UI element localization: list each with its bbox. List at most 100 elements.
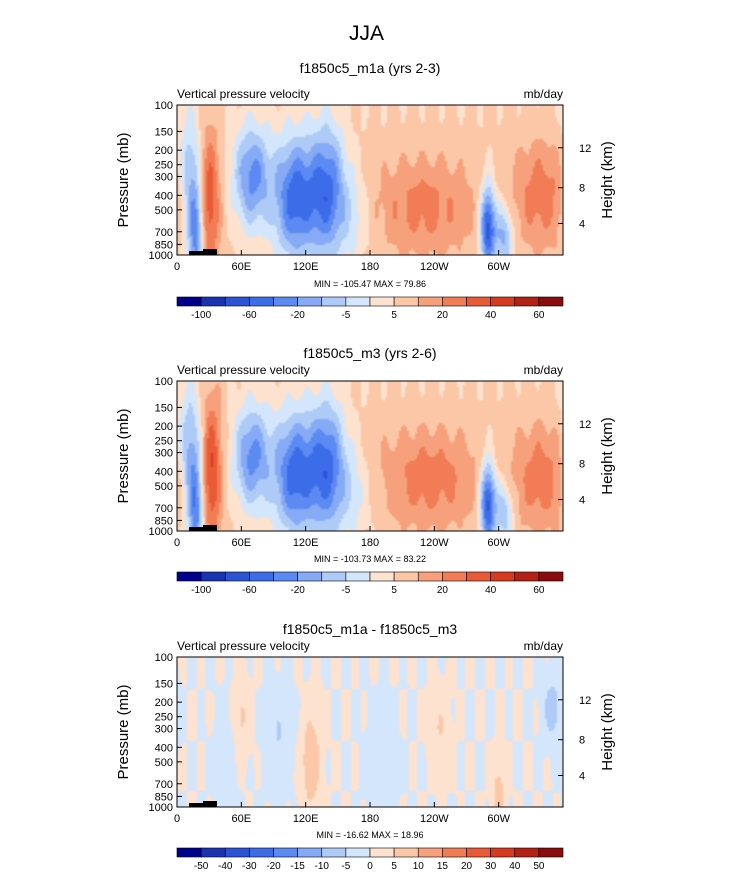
colorbar-swatch [442,296,467,307]
height-tick-label: 12 [579,419,591,431]
colorbar-label: 20 [461,861,473,872]
y-tick-label: 150 [155,402,173,414]
y-tick-label: 850 [155,515,173,527]
y-tick-label: 850 [155,791,173,803]
colorbar-swatch [273,571,298,582]
colorbar-swatch [466,571,491,582]
x-tick-label: 120W [420,261,449,273]
y-tick-label: 850 [155,239,173,251]
panel-units-label: mb/day [524,363,563,377]
colorbar-swatch [345,847,371,858]
colorbar-label: 10 [413,861,425,872]
colorbar-swatch [369,296,395,307]
orography-mark [203,525,217,531]
colorbar-label: 0 [367,861,373,872]
height-tick-label: 8 [579,735,585,747]
colorbar-label: 5 [391,861,397,872]
colorbar-label: -15 [290,861,305,872]
x-tick-label: 120E [293,261,319,273]
y-tick-label: 400 [155,190,173,202]
colorbar-swatch [514,296,540,307]
colorbar-swatch [200,571,226,582]
colorbar-label: -5 [341,310,350,321]
colorbar-label: -20 [290,585,305,596]
x-tick-label: 60E [232,537,252,549]
x-tick-label: 60W [487,813,510,825]
x-tick-label: 120E [293,813,319,825]
x-tick-label: 60E [232,813,252,825]
y-tick-label: 100 [155,652,173,664]
y-axis-title: Pressure (mb) [115,408,132,503]
height-tick-label: 8 [579,183,585,195]
colorbar-swatch [345,571,371,582]
panel-title: f1850c5_m1a - f1850c5_m3 [283,621,458,637]
colorbar-swatch [176,847,202,858]
colorbar-swatch [321,571,347,582]
y-tick-label: 200 [155,145,173,157]
figure-title: JJA [348,22,384,45]
colorbar-swatch [321,296,347,307]
colorbar-label: -5 [341,585,350,596]
colorbar-label: 5 [391,310,397,321]
colorbar-label: 60 [533,585,545,596]
orography-mark [203,249,217,255]
y-tick-label: 250 [155,712,173,724]
y-tick-label: 700 [155,503,173,515]
panel-left-label: Vertical pressure velocity [177,363,310,377]
colorbar-label: -5 [341,861,350,872]
colorbar-swatch [490,847,516,858]
colorbar-label: -30 [242,861,257,872]
y-tick-label: 1000 [149,526,173,538]
colorbar-label: -100 [191,585,211,596]
y-axis-title: Pressure (mb) [115,684,132,779]
height-tick-label: 8 [579,459,585,471]
y-tick-label: 300 [155,724,173,736]
x-tick-label: 0 [174,813,180,825]
colorbar-swatch [466,296,491,307]
colorbar-label: 20 [437,585,449,596]
y-tick-label: 300 [155,172,173,184]
colorbar-label: 30 [485,861,497,872]
y-axis-title: Pressure (mb) [115,132,132,227]
colorbar-label: 60 [533,310,545,321]
height-tick-label: 4 [579,494,585,506]
panel-2: f1850c5_m3 (yrs 2-6) Vertical pressure ve… [115,345,616,596]
x-tick-label: 180 [361,261,379,273]
y-tick-label: 150 [155,126,173,138]
colorbar-label: -20 [290,310,305,321]
colorbar-swatch [224,296,250,307]
colorbar-swatch [442,571,467,582]
colorbar-swatch [369,571,395,582]
colorbar-swatch [224,571,250,582]
y-tick-label: 300 [155,448,173,460]
colorbar-swatch [273,296,298,307]
colorbar-swatch [176,571,202,582]
colorbar-swatch [224,847,250,858]
colorbar-swatch [417,847,443,858]
colorbar-swatch [417,571,443,582]
x-tick-label: 60W [487,261,510,273]
x-tick-label: 120W [420,537,449,549]
colorbar-swatch [249,296,274,307]
colorbar-swatch [393,847,419,858]
panel-title: f1850c5_m3 (yrs 2-6) [303,345,436,361]
colorbar-label: 40 [485,585,497,596]
colorbar-swatch [297,847,323,858]
colorbar-swatch [538,571,564,582]
panel-3: f1850c5_m1a - f1850c5_m3 Vertical pressur… [115,621,616,872]
colorbar-label: -10 [315,861,330,872]
x-tick-label: 60W [487,537,510,549]
colorbar-swatch [514,571,540,582]
colorbar-swatch [273,847,298,858]
colorbar-swatch [176,296,202,307]
panel-title: f1850c5_m1a (yrs 2-3) [300,60,441,76]
y-tick-label: 400 [155,466,173,478]
heatmap-field [177,381,563,531]
orography-mark [203,801,217,807]
y-tick-label: 200 [155,421,173,433]
heatmap-field [177,105,563,255]
panel-1: f1850c5_m1a (yrs 2-3) Vertical pressure v… [115,60,616,321]
y-tick-label: 700 [155,779,173,791]
stats-label: MIN = -103.73 MAX = 83.22 [314,554,426,564]
colorbar-label: 15 [437,861,449,872]
